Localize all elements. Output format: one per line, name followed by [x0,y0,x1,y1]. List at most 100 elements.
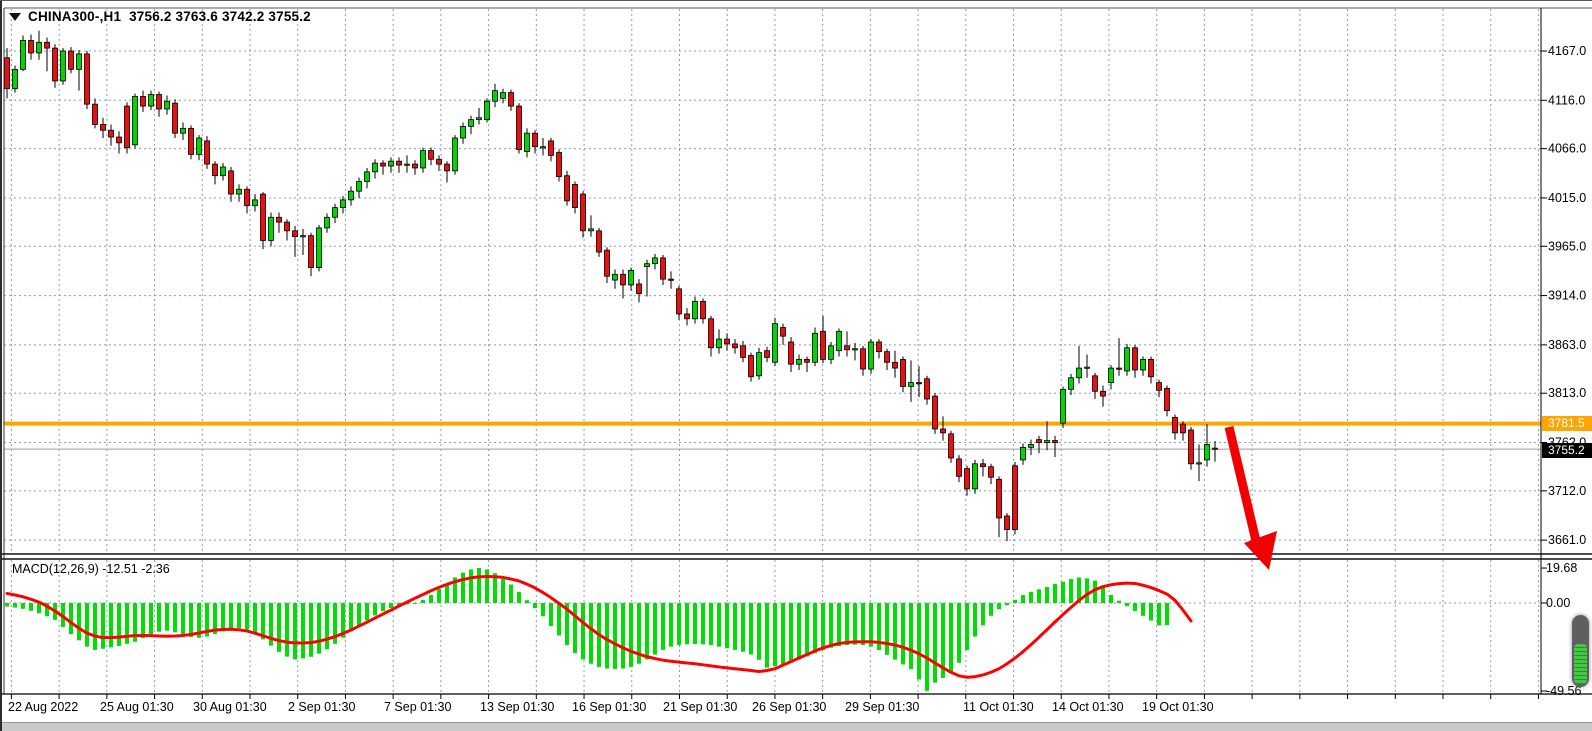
price-axis-label[interactable]: 3712.0 [1548,484,1586,498]
candlestick [380,162,386,167]
macd-histogram-bar [205,603,209,637]
time-axis-label[interactable]: 13 Sep 01:30 [480,700,554,714]
candlestick [1148,358,1154,378]
candlestick [652,257,658,265]
candlestick [76,53,82,70]
candlestick [388,160,394,167]
scroll-widget[interactable] [1572,615,1589,687]
macd-histogram-bar [965,603,969,651]
candlestick [476,117,482,121]
candlestick [1140,358,1146,371]
macd-histogram-bar [333,603,337,644]
macd-histogram-bar [853,603,857,645]
candlestick [188,127,194,155]
candlestick [956,458,962,477]
macd-histogram-bar [213,603,217,635]
candlestick [620,273,626,286]
price-axis-label[interactable]: 3661.0 [1548,533,1586,547]
macd-histogram-bar [373,603,377,616]
time-axis-label[interactable]: 21 Sep 01:30 [663,700,737,714]
macd-histogram-bar [477,568,481,603]
macd-histogram-bar [613,603,617,670]
candlestick [1116,367,1122,370]
macd-histogram-bar [501,579,505,603]
time-axis-label[interactable]: 2 Sep 01:30 [288,700,355,714]
candlestick [252,199,258,207]
candlestick [540,146,546,149]
price-axis-label[interactable]: 3965.0 [1548,239,1586,253]
candlestick [684,313,690,320]
time-axis-label[interactable]: 29 Sep 01:30 [845,700,919,714]
candlestick [988,466,994,478]
candlestick [140,96,146,107]
candlestick [900,358,906,387]
candlestick [300,235,306,238]
macd-histogram-bar [237,603,241,629]
candlestick [924,378,930,400]
macd-histogram-bar [1013,599,1017,603]
candlestick [1180,423,1186,434]
macd-histogram-bar [493,573,497,603]
macd-histogram-bar [565,603,569,646]
candlestick [876,341,882,353]
candlestick [948,433,954,459]
price-axis-label[interactable]: 3813.0 [1548,386,1586,400]
macd-histogram-bar [189,603,193,638]
candlestick [1028,444,1034,448]
macd-axis-label[interactable]: -49.56 [1546,684,1581,698]
candlestick [468,119,474,127]
time-axis-label[interactable]: 16 Sep 01:30 [572,700,646,714]
price-axis-label[interactable]: 4015.0 [1548,191,1586,205]
macd-histogram-bar [1149,603,1153,621]
macd-histogram-bar [677,603,681,646]
macd-histogram-bar [1061,581,1065,603]
candlestick [1068,377,1074,390]
macd-histogram-bar [197,603,201,638]
candlestick [404,163,410,166]
price-axis-label[interactable]: 4116.0 [1548,93,1585,107]
time-axis-label[interactable]: 30 Aug 01:30 [193,700,267,714]
macd-histogram-bar [669,603,673,647]
price-axis-label[interactable]: 4167.0 [1548,44,1586,58]
price-axis-label[interactable]: 3863.0 [1548,338,1586,352]
time-axis-label[interactable]: 22 Aug 2022 [8,700,78,714]
price-axis-label[interactable]: 3914.0 [1548,289,1586,303]
candlestick [12,68,18,90]
macd-histogram-bar [741,603,745,652]
symbol-dropdown-icon[interactable] [9,12,21,21]
time-axis-label[interactable]: 25 Aug 01:30 [100,700,174,714]
macd-axis-label[interactable]: 0.00 [1546,596,1570,610]
time-axis-label[interactable]: 11 Oct 01:30 [963,700,1034,714]
candlestick [1092,375,1098,392]
price-axis-label[interactable]: 4066.0 [1548,142,1586,156]
macd-histogram-bar [981,603,985,626]
candlestick [220,166,226,177]
candlestick [780,327,786,337]
time-axis-label[interactable]: 19 Oct 01:30 [1142,700,1214,714]
macd-histogram-bar [861,603,865,646]
candlestick [852,348,858,351]
candlestick [812,332,818,363]
macd-histogram-bar [117,603,121,646]
macd-histogram-bar [1093,580,1097,603]
macd-histogram-bar [789,603,793,663]
macd-histogram-bar [949,603,953,672]
candlestick [372,162,378,173]
candlestick [716,338,722,349]
candlestick [268,216,274,241]
candlestick [260,193,266,241]
macd-histogram-bar [589,603,593,664]
macd-histogram-bar [301,603,305,659]
time-axis-label[interactable]: 14 Oct 01:30 [1052,700,1124,714]
candlestick [884,351,890,363]
candlestick [916,382,922,385]
time-axis-label[interactable]: 7 Sep 01:30 [384,700,451,714]
time-axis-label[interactable]: 26 Sep 01:30 [752,700,826,714]
candlestick [436,158,442,165]
candlestick [1100,390,1106,397]
macd-histogram-bar [261,603,265,640]
candlestick [1076,367,1082,379]
macd-axis-label[interactable]: 19.68 [1546,561,1577,575]
macd-histogram-bar [797,603,801,660]
